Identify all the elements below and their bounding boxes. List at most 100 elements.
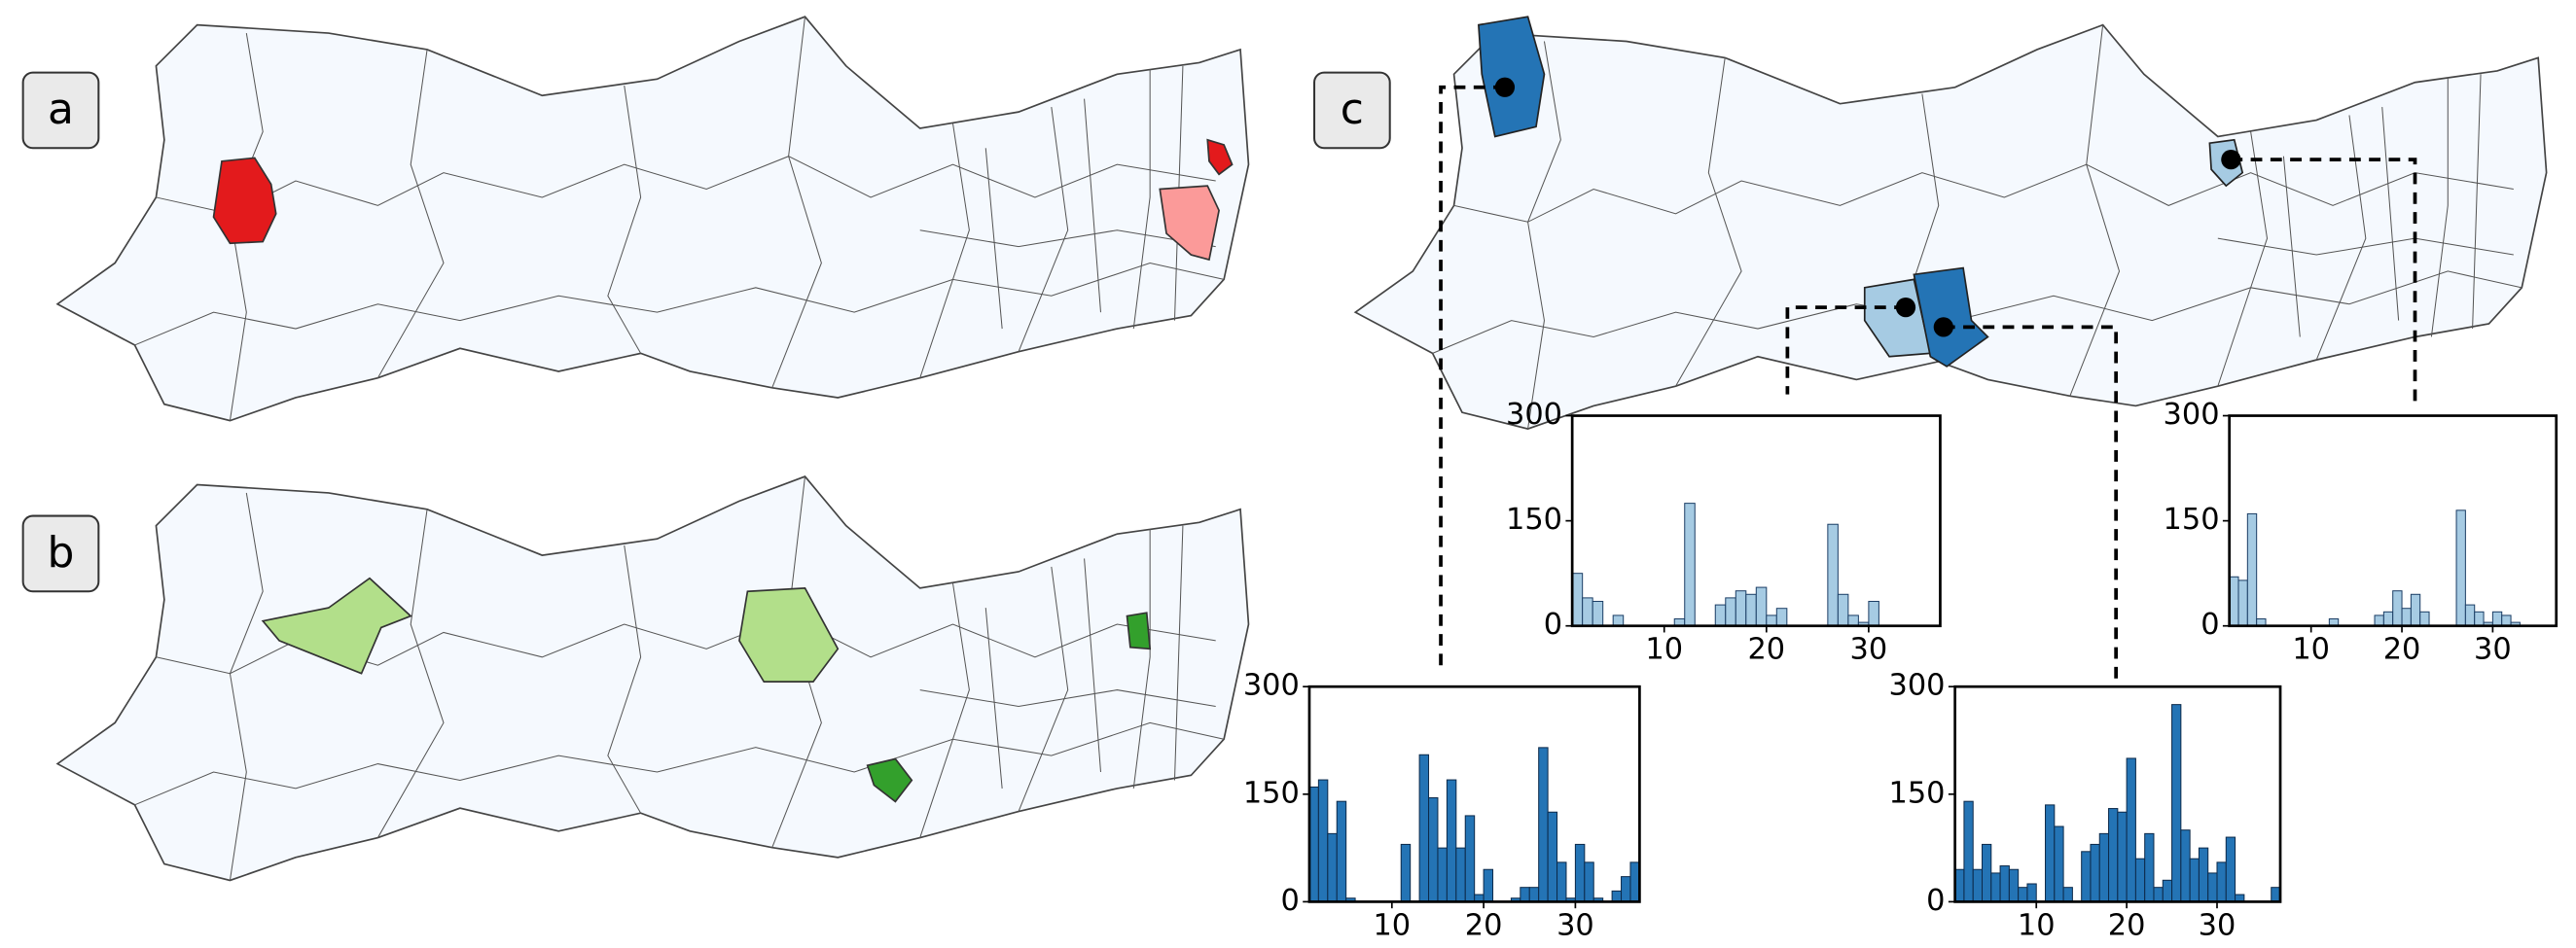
- bar: [2229, 576, 2239, 627]
- y-tick-label: 150: [1889, 776, 1946, 810]
- y-tick-label: 150: [2164, 503, 2220, 537]
- bar: [1446, 779, 1457, 902]
- panel-label-box: [21, 514, 100, 593]
- bar: [1571, 573, 1584, 627]
- bar: [2162, 879, 2173, 902]
- bar: [1621, 876, 1631, 902]
- bar: [1538, 747, 1549, 902]
- bar: [1775, 608, 1788, 627]
- bar: [2491, 611, 2503, 627]
- bar: [2271, 887, 2281, 902]
- bar: [1629, 861, 1640, 902]
- bar: [2008, 868, 2020, 902]
- bar: [2180, 829, 2191, 902]
- bar: [1612, 614, 1625, 627]
- bar: [1847, 614, 1859, 627]
- bar: [2117, 811, 2128, 902]
- bar: [1611, 890, 1623, 902]
- x-tick-label: 20: [1465, 908, 1503, 942]
- bar: [1766, 614, 1777, 627]
- bar: [1954, 868, 1965, 902]
- bar: [1990, 872, 2001, 902]
- bar: [1868, 600, 1879, 627]
- bar: [1982, 843, 1992, 902]
- bar: [2045, 804, 2056, 902]
- panel-labels: a b c: [21, 71, 1391, 593]
- bar: [1528, 887, 1540, 902]
- y-tick-label: 300: [1506, 398, 1562, 432]
- y-tick-label: 0: [2200, 608, 2219, 642]
- bar: [2401, 608, 2412, 627]
- y-tick-label: 300: [1243, 669, 1300, 703]
- bar: [2018, 887, 2028, 902]
- panel-label: a: [48, 85, 74, 134]
- bar: [1336, 800, 1347, 902]
- bar: [2062, 887, 2073, 902]
- bar: [1592, 600, 1604, 627]
- leaders: [1439, 77, 2417, 683]
- x-tick-label: 20: [1747, 633, 1785, 667]
- y-tick-label: 300: [1889, 669, 1946, 703]
- bar: [1735, 590, 1747, 627]
- bar: [1999, 865, 2010, 902]
- bar: [1327, 832, 1338, 902]
- bar: [1520, 887, 1530, 902]
- bar: [2374, 614, 2384, 627]
- bar: [1483, 868, 1494, 902]
- x-tick-label: 10: [1645, 633, 1683, 667]
- bar: [1455, 847, 1466, 902]
- bar: [1745, 593, 1757, 627]
- bar: [2171, 704, 2182, 902]
- bar: [1428, 796, 1439, 902]
- bar: [2382, 611, 2394, 627]
- bar: [2144, 832, 2155, 902]
- x-tick-label: 10: [2018, 908, 2056, 942]
- bar: [2246, 512, 2258, 627]
- x-tick-label: 10: [1373, 908, 1411, 942]
- bar: [1308, 786, 1319, 902]
- bar: [2216, 861, 2227, 902]
- panel-label: b: [48, 528, 75, 578]
- map-c: [1354, 16, 2548, 430]
- bar: [1755, 586, 1768, 627]
- bar: [2081, 851, 2092, 902]
- map-a: [56, 16, 1250, 422]
- x-tick-label: 30: [2474, 633, 2512, 667]
- bar: [2392, 590, 2403, 627]
- y-tick-label: 300: [2164, 398, 2220, 432]
- panel-label: c: [1341, 85, 1364, 134]
- x-tick-label: 10: [2292, 633, 2330, 667]
- bar: [2098, 832, 2110, 902]
- bar: [1837, 593, 1849, 627]
- bar: [1317, 779, 1329, 902]
- bar: [2419, 611, 2430, 627]
- bar: [1556, 861, 1567, 902]
- bar: [2189, 858, 2200, 902]
- y-tick-label: 0: [1280, 884, 1299, 918]
- bar: [2410, 593, 2421, 627]
- panel-label-box: [21, 71, 100, 150]
- bar: [1684, 503, 1696, 627]
- bar: [2026, 883, 2037, 902]
- bar: [2237, 579, 2248, 627]
- bar: [2090, 843, 2100, 902]
- bar: [2134, 858, 2146, 902]
- bar: [2501, 614, 2512, 627]
- y-tick-label: 150: [1506, 503, 1562, 537]
- panel-label-box: [1313, 71, 1391, 150]
- bar: [2225, 836, 2236, 902]
- x-tick-label: 30: [2199, 908, 2236, 942]
- x-tick-label: 20: [2383, 633, 2421, 667]
- map-b: [56, 475, 1250, 882]
- bar: [2455, 509, 2466, 627]
- bar: [1584, 861, 1594, 902]
- bar: [2207, 872, 2218, 902]
- x-tick-label: 30: [1850, 633, 1888, 667]
- y-tick-label: 0: [1544, 608, 1562, 642]
- bar: [2464, 604, 2476, 627]
- bar: [1464, 815, 1476, 902]
- bar: [2153, 887, 2164, 902]
